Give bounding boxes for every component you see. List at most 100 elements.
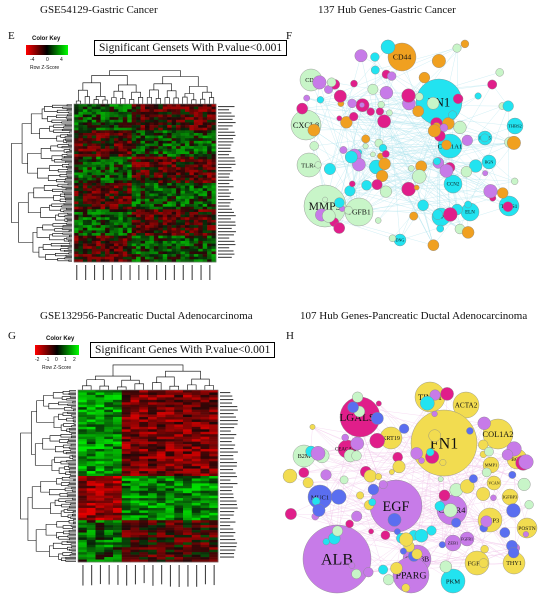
heatmap-cell: [100, 127, 106, 131]
heatmap-cell: [122, 117, 128, 121]
dendrogram-branch: [56, 109, 69, 113]
heatmap-cell: [162, 190, 168, 194]
heatmap-cell: [78, 240, 84, 244]
heatmap-cell: [113, 151, 119, 155]
network-node: [394, 528, 401, 535]
heatmap-cell: [145, 169, 150, 173]
network-node: [401, 583, 411, 593]
heatmap-cell: [148, 525, 158, 528]
heatmap-cell: [78, 185, 84, 189]
heatmap-cell: [174, 407, 184, 410]
dendrogram-branch: [93, 99, 99, 104]
network-node: [344, 185, 356, 197]
heatmap-cell: [140, 185, 146, 189]
heatmap-cell: [131, 230, 137, 234]
heatmap-cell: [156, 488, 166, 492]
heatmap-cell: [105, 130, 110, 134]
heatmap-cell: [209, 424, 219, 428]
heatmap-cell: [87, 117, 93, 121]
heatmap-cell: [158, 114, 164, 118]
heatmap-cell: [191, 483, 201, 487]
heatmap-cell: [104, 480, 114, 484]
heatmap-cell: [122, 148, 128, 152]
heatmap-cell: [207, 204, 212, 207]
heatmap-cell: [156, 466, 166, 469]
heatmap-cell: [91, 140, 97, 144]
heatmap-cell: [100, 219, 106, 223]
heatmap-cell: [153, 132, 159, 136]
heatmap-cell: [74, 156, 79, 160]
dendrogram-branch: [65, 188, 72, 191]
heatmap-cell: [131, 135, 137, 139]
heatmap-cell: [158, 196, 164, 200]
heatmap-cell: [149, 183, 155, 186]
heatmap-cell: [180, 230, 186, 234]
heatmap-cell: [183, 500, 193, 504]
heatmap-cell: [189, 230, 195, 234]
heatmap-cell: [113, 446, 123, 450]
heatmap-cell: [78, 235, 84, 239]
heatmap-cell: [158, 246, 164, 250]
heatmap-cell: [158, 217, 164, 221]
network-node: [312, 75, 327, 90]
heatmap-cell: [176, 159, 181, 163]
heatmap-cell: [167, 196, 172, 200]
heatmap-cell: [127, 193, 132, 197]
heatmap-cell: [136, 114, 141, 118]
network-node: [438, 541, 446, 549]
heatmap-cell: [158, 159, 164, 163]
heatmap-cell: [113, 417, 123, 420]
heatmap-cell: [153, 227, 159, 231]
row-label: [220, 451, 238, 453]
heatmap-cell: [183, 493, 193, 496]
heatmap-cell: [121, 399, 131, 403]
heatmap-cell: [200, 402, 210, 406]
heatmap-cell: [91, 246, 97, 250]
heatmap-cell: [113, 188, 119, 192]
heatmap-cell: [165, 426, 175, 430]
node-label: VCAN: [488, 480, 499, 485]
heatmap-cell: [87, 204, 93, 207]
heatmap-cell: [176, 256, 181, 260]
heatmap-cell: [209, 421, 219, 425]
row-label: [218, 160, 236, 162]
heatmap-cell: [78, 206, 84, 210]
heatmap-cell: [158, 146, 164, 150]
heatmap-cell: [200, 394, 210, 398]
heatmap-cell: [95, 421, 105, 425]
heatmap-cell: [113, 547, 123, 551]
heatmap-cell: [74, 214, 79, 218]
heatmap-cell: [158, 190, 164, 194]
heatmap-cell: [140, 164, 146, 168]
heatmap-cell: [158, 117, 164, 121]
heatmap-cell: [109, 127, 115, 131]
dendrogram-branch: [69, 430, 76, 433]
heatmap-cell: [191, 414, 201, 418]
network-node: [412, 105, 424, 117]
row-label: [220, 427, 235, 429]
heatmap-cell: [121, 414, 131, 418]
heatmap-cell: [96, 193, 101, 197]
heatmap-cell: [122, 161, 128, 165]
dendrogram-branch: [65, 500, 76, 503]
node-label: THBS2: [508, 124, 521, 129]
heatmap-cell: [200, 431, 210, 435]
dendrogram-branch: [50, 243, 70, 247]
heatmap-cell: [200, 547, 210, 551]
heatmap-cell: [184, 225, 190, 229]
heatmap-cell: [167, 248, 172, 252]
heatmap-cell: [87, 127, 93, 131]
heatmap-cell: [86, 463, 96, 467]
heatmap-cell: [153, 222, 159, 226]
heatmap-cell: [91, 172, 97, 176]
heatmap-cell: [113, 424, 123, 428]
heatmap-cell: [139, 483, 149, 487]
heatmap-cell: [131, 148, 137, 152]
heatmap-cell: [209, 407, 219, 410]
heatmap-cell: [174, 512, 184, 516]
network-node: [351, 568, 362, 580]
heatmap-cell: [183, 488, 193, 492]
heatmap-cell: [104, 539, 114, 543]
heatmap-cell: [183, 424, 193, 428]
heatmap-cell: [209, 466, 219, 469]
